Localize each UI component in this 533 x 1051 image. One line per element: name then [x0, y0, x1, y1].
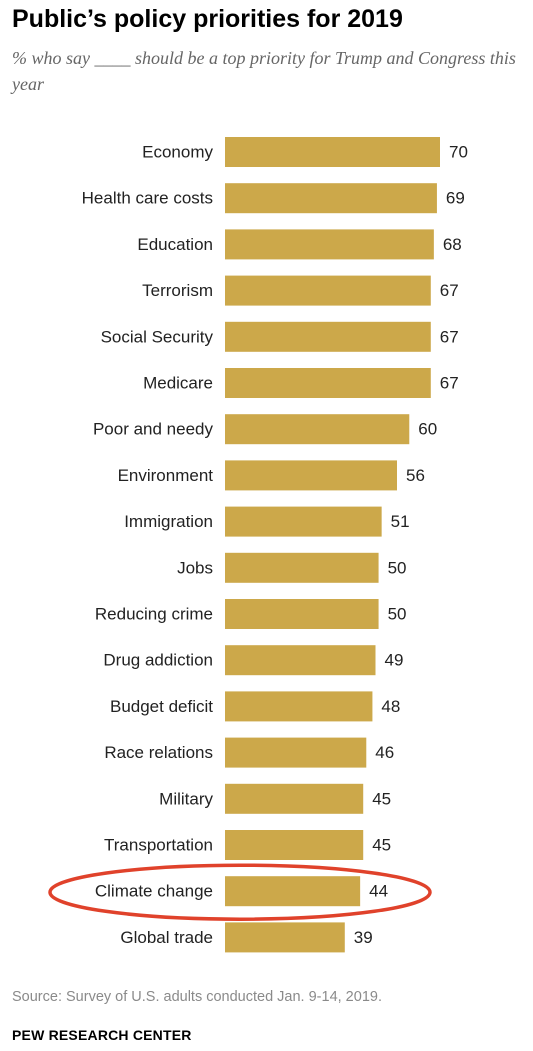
- bar-chart: Economy 70 Health care costs 69 Education 68 T…: [48, 137, 468, 953]
- bar-drug-addiction: [225, 645, 376, 676]
- value-label-transportation: 45: [372, 836, 391, 855]
- bar-education: [225, 229, 434, 260]
- value-label-education: 68: [443, 235, 462, 254]
- category-label-race-relations: Race relations: [104, 743, 213, 762]
- chart-title: Public’s policy priorities for 2019: [12, 5, 403, 33]
- category-label-reducing-crime: Reducing crime: [95, 605, 213, 624]
- category-label-immigration: Immigration: [124, 512, 213, 531]
- value-label-military: 45: [372, 789, 391, 808]
- category-label-budget-deficit: Budget deficit: [110, 697, 213, 716]
- value-label-drug-addiction: 49: [385, 651, 404, 670]
- bar-social-security: [225, 321, 431, 352]
- bar-global-trade: [225, 922, 345, 953]
- source-note: Source: Survey of U.S. adults conducted …: [12, 989, 382, 1005]
- category-label-education: Education: [137, 235, 213, 254]
- value-label-medicare: 67: [440, 374, 459, 393]
- value-label-race-relations: 46: [375, 743, 394, 762]
- category-label-climate-change: Climate change: [95, 882, 213, 901]
- category-label-transportation: Transportation: [104, 836, 213, 855]
- value-label-jobs: 50: [388, 558, 407, 577]
- value-label-immigration: 51: [391, 512, 410, 531]
- bar-reducing-crime: [225, 599, 379, 629]
- value-label-environment: 56: [406, 466, 425, 485]
- value-label-social-security: 67: [440, 327, 459, 346]
- category-label-medicare: Medicare: [143, 374, 213, 393]
- bar-medicare: [225, 368, 431, 398]
- bar-terrorism: [225, 275, 431, 306]
- category-label-poor-and-needy: Poor and needy: [93, 420, 214, 439]
- category-label-drug-addiction: Drug addiction: [103, 651, 213, 670]
- bar-poor-and-needy: [225, 414, 410, 445]
- value-label-budget-deficit: 48: [381, 697, 400, 716]
- bar-jobs: [225, 552, 379, 583]
- value-label-climate-change: 44: [369, 882, 388, 901]
- category-label-jobs: Jobs: [177, 558, 213, 577]
- value-label-terrorism: 67: [440, 281, 459, 300]
- category-label-economy: Economy: [142, 143, 213, 162]
- value-label-reducing-crime: 50: [388, 605, 407, 624]
- value-label-health-care-costs: 69: [446, 189, 465, 208]
- bar-immigration: [225, 506, 382, 537]
- bar-race-relations: [225, 737, 367, 768]
- brand-name: PEW RESEARCH CENTER: [12, 1027, 192, 1043]
- highlight-ring: [48, 863, 432, 921]
- bar-budget-deficit: [225, 691, 373, 722]
- category-label-environment: Environment: [118, 466, 214, 485]
- category-label-social-security: Social Security: [101, 327, 214, 346]
- value-label-poor-and-needy: 60: [418, 420, 437, 439]
- bar-economy: [225, 137, 440, 167]
- bar-transportation: [225, 830, 364, 860]
- chart-subtitle: % who say ____ should be a top priority …: [12, 48, 516, 94]
- bar-military: [225, 783, 364, 814]
- bar-health-care-costs: [225, 183, 437, 214]
- bar-climate-change: [225, 876, 361, 907]
- category-label-health-care-costs: Health care costs: [82, 189, 213, 208]
- category-label-global-trade: Global trade: [120, 928, 213, 947]
- value-label-economy: 70: [449, 143, 468, 162]
- category-label-military: Military: [159, 789, 213, 808]
- category-label-terrorism: Terrorism: [142, 281, 213, 300]
- value-label-global-trade: 39: [354, 928, 373, 947]
- bar-environment: [225, 460, 397, 491]
